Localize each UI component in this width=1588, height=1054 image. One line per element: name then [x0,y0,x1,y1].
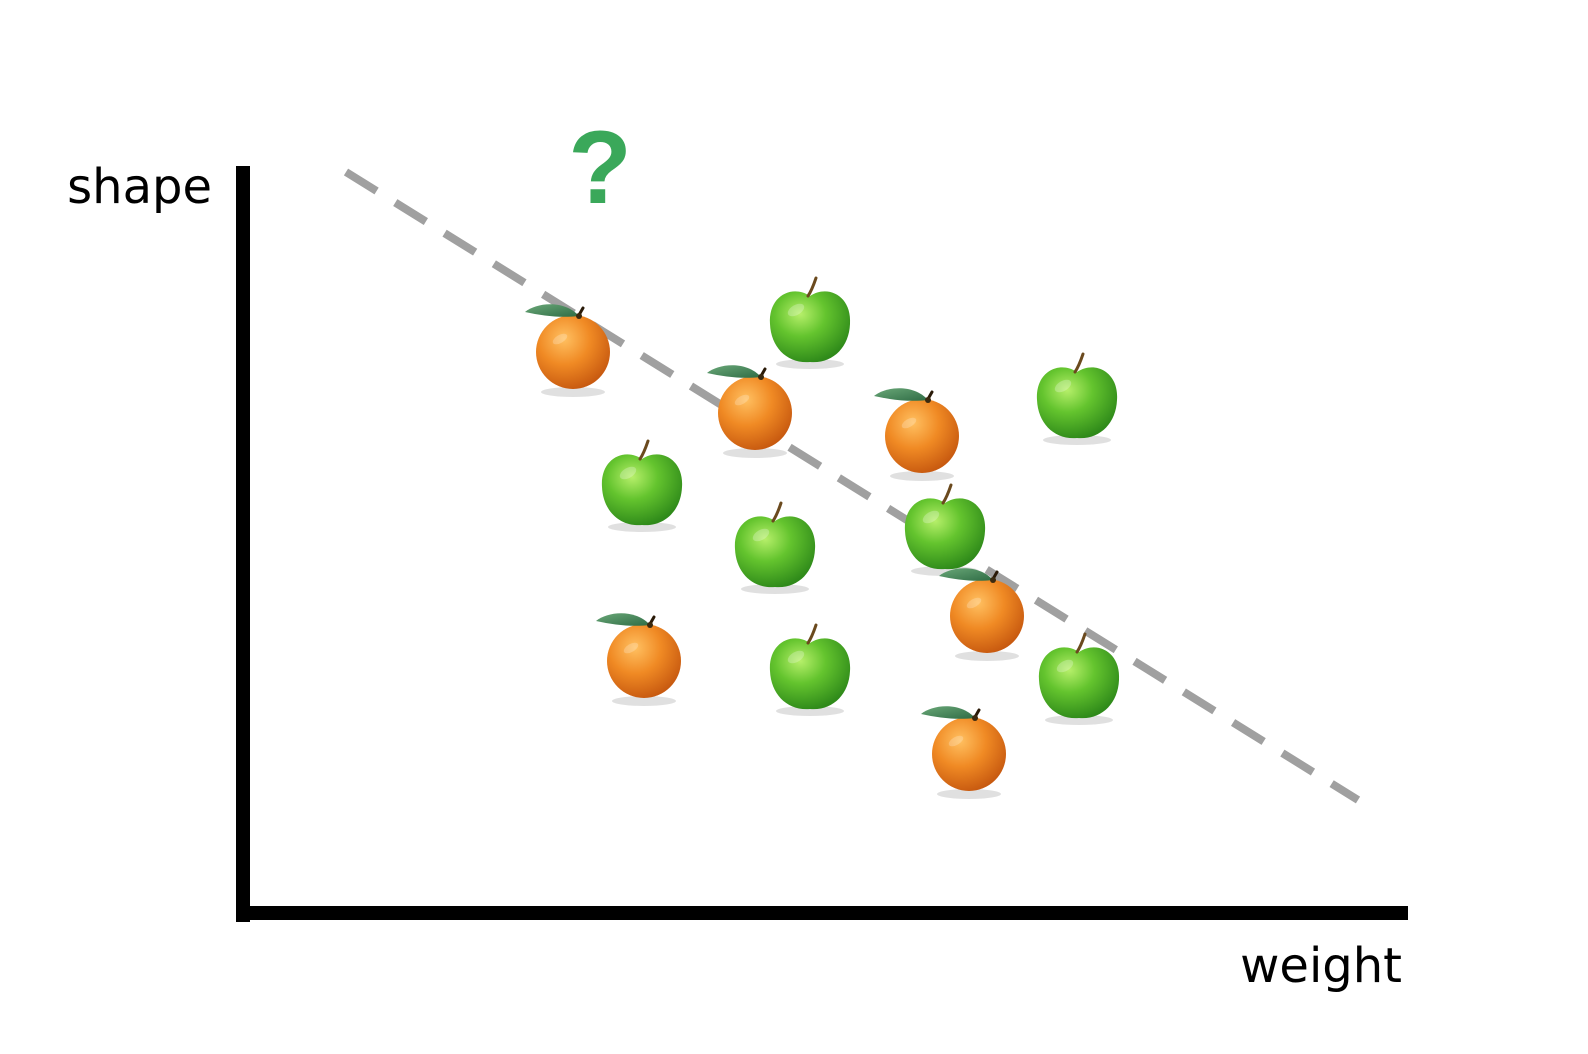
orange-icon [594,611,683,708]
question-mark: ? [568,110,632,226]
apple-icon [768,276,852,371]
y-axis-label: shape [67,159,212,215]
apple-icon [733,501,817,596]
apple-icon [600,439,684,534]
apple-icon [768,623,852,718]
orange-icon [919,704,1008,801]
orange-icon [705,363,794,460]
y-axis [236,166,250,922]
apple-icon [903,483,987,578]
orange-icon [523,302,612,399]
orange-icon [872,386,961,483]
x-axis [236,906,1408,920]
x-axis-label: weight [1240,938,1402,994]
apple-icon [1035,352,1119,447]
decision-boundary-line [343,168,1361,804]
